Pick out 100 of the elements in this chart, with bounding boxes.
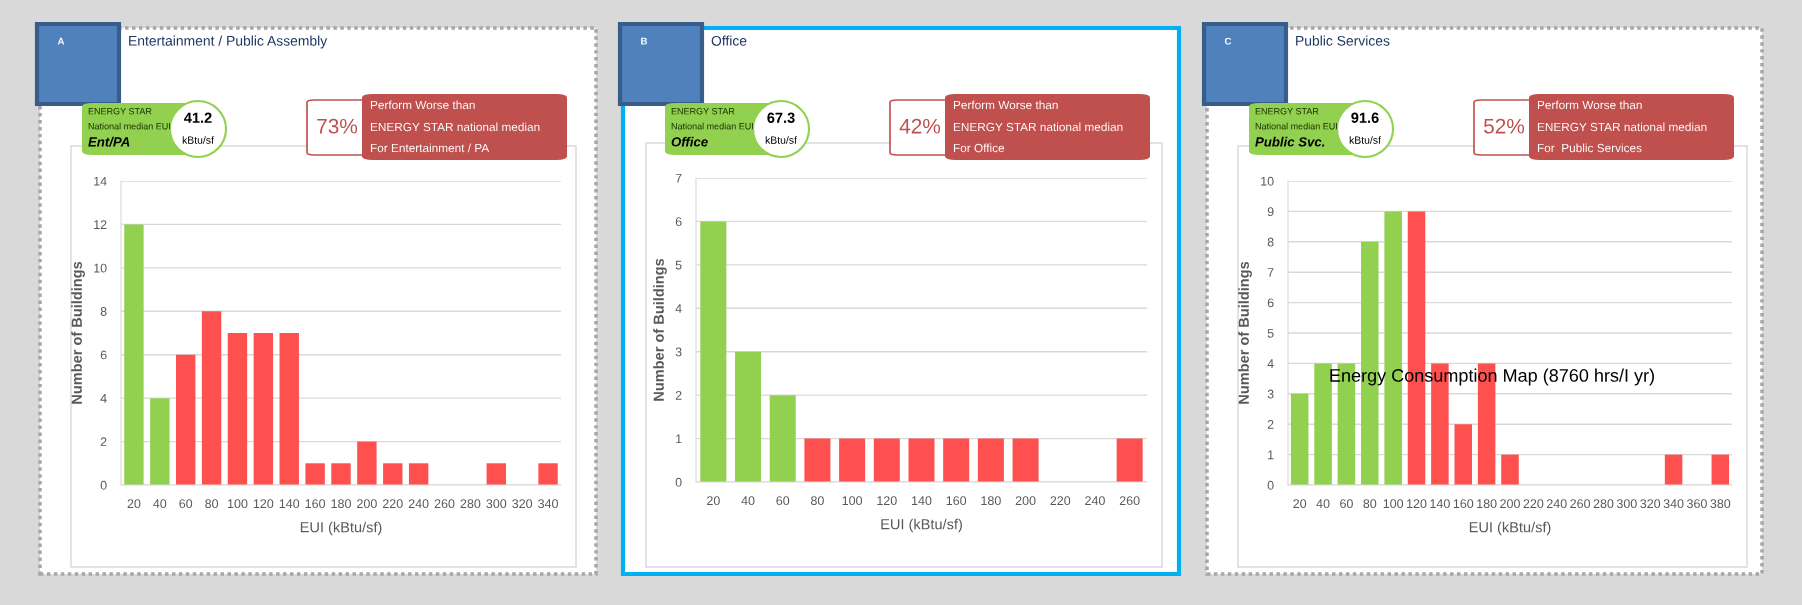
x-tick-label: 320	[512, 499, 533, 509]
x-tick-label: 80	[205, 499, 219, 509]
y-tick-label: 6	[100, 350, 107, 360]
y-tick-label: 10	[94, 263, 107, 273]
y-tick-label: 4	[1267, 359, 1274, 368]
x-tick-label: 40	[741, 496, 755, 506]
x-tick-label: 40	[1316, 499, 1330, 509]
y-axis-title: Number of Buildings	[71, 261, 85, 404]
x-tick-label: 20	[1293, 499, 1307, 509]
x-tick-label: 20	[707, 496, 720, 506]
x-tick-label: 20	[127, 499, 141, 509]
y-tick-label: 12	[94, 220, 107, 229]
y-tick-label: 6	[1267, 298, 1274, 308]
x-tick-label: 60	[776, 496, 790, 506]
x-tick-label: 60	[1340, 499, 1353, 509]
y-tick-label: 1	[1268, 450, 1274, 460]
y-tick-label: 2	[675, 390, 682, 400]
x-tick-label: 120	[253, 499, 274, 509]
y-tick-label: 5	[1267, 328, 1274, 338]
x-tick-label: 260	[1119, 496, 1140, 506]
text: 42%	[899, 118, 941, 134]
text: kBtu/sf	[765, 136, 797, 144]
y-tick-label: 2	[1267, 420, 1274, 429]
text: Public Svc.	[1255, 136, 1325, 147]
y-tick-label: 1	[676, 434, 682, 444]
x-tick-label: 160	[305, 499, 326, 509]
x-tick-label: 320	[1640, 499, 1661, 509]
y-tick-label: 4	[100, 394, 107, 403]
x-tick-label: 300	[1616, 499, 1637, 509]
x-tick-label: 300	[486, 499, 507, 509]
y-tick-label: 7	[1267, 268, 1274, 277]
y-tick-label: 6	[675, 217, 682, 227]
text: ENERGY STAR	[1255, 108, 1319, 115]
x-tick-label: 260	[1570, 499, 1591, 509]
y-axis-title: Number of Buildings	[653, 258, 667, 401]
x-tick-label: 140	[912, 496, 932, 506]
x-tick-label: 180	[331, 499, 351, 509]
x-tick-label: 140	[279, 499, 300, 509]
x-tick-label: 240	[1085, 496, 1105, 506]
y-tick-label: 0	[675, 477, 682, 487]
text: 91.6	[1351, 112, 1379, 123]
text: A	[57, 37, 65, 45]
x-tick-label: 200	[1500, 499, 1520, 509]
text: 41.2	[184, 112, 212, 123]
text: Perform Worse than	[953, 100, 1058, 110]
y-tick-label: 9	[1267, 207, 1274, 217]
text: Ent/PA	[88, 136, 130, 147]
x-tick-label: 100	[1383, 499, 1404, 509]
x-tick-label: 100	[228, 499, 248, 509]
x-tick-label: 220	[1050, 496, 1071, 506]
text: Perform Worse than	[370, 100, 475, 110]
x-tick-label: 60	[179, 499, 193, 509]
text: National median EUI	[671, 122, 753, 130]
text: ENERGY STAR national median	[953, 122, 1123, 132]
text: 73%	[317, 118, 358, 134]
x-tick-label: 360	[1687, 499, 1707, 509]
x-tick-label: 200	[357, 499, 377, 509]
text: ENERGY STAR	[88, 108, 152, 115]
x-tick-label: 260	[434, 499, 455, 509]
x-tick-label: 380	[1710, 499, 1731, 509]
text: National median EUI	[88, 122, 170, 130]
text: For Office	[953, 143, 1005, 153]
x-axis-title: EUI (kBtu/sf)	[1469, 521, 1551, 536]
y-tick-label: 0	[100, 480, 107, 490]
chart-title: Public Services	[1296, 35, 1390, 46]
x-tick-label: 40	[153, 499, 167, 509]
text: Perform Worse than	[1537, 100, 1642, 110]
y-tick-label: 4	[675, 304, 682, 313]
x-tick-label: 160	[1453, 499, 1474, 509]
y-tick-label: 7	[675, 173, 682, 183]
text: kBtu/sf	[1349, 136, 1381, 144]
text: ENERGY STAR national median	[370, 122, 540, 132]
x-tick-label: 160	[946, 496, 967, 506]
y-tick-label: 3	[1267, 389, 1274, 399]
x-tick-label: 80	[811, 496, 824, 506]
x-tick-label: 120	[877, 496, 897, 506]
chart-title: Entertainment / Public Assembly	[129, 35, 328, 49]
x-tick-label: 120	[1407, 499, 1427, 509]
y-axis-title: Number of Buildings	[1238, 261, 1252, 404]
x-tick-label: 140	[1430, 499, 1450, 509]
x-tick-label: 280	[460, 499, 481, 509]
text: National median EUI	[1255, 122, 1337, 130]
text: Office	[671, 136, 708, 147]
text: For Entertainment / PA	[370, 143, 490, 153]
x-tick-label: 220	[382, 499, 403, 509]
x-axis-title: EUI (kBtu/sf)	[881, 518, 962, 533]
x-tick-label: 180	[981, 496, 1001, 506]
y-tick-label: 5	[675, 260, 682, 270]
x-axis-title: EUI (kBtu/sf)	[300, 521, 382, 536]
text: C	[1224, 37, 1232, 45]
text: B	[641, 37, 648, 45]
x-tick-label: 220	[1523, 499, 1544, 509]
y-tick-label: 10	[1261, 176, 1274, 186]
x-tick-label: 340	[1663, 499, 1684, 509]
y-tick-label: 2	[100, 437, 107, 447]
text: 67.3	[767, 112, 795, 123]
y-tick-label: 0	[1267, 480, 1274, 490]
x-tick-label: 80	[1363, 499, 1377, 509]
x-tick-label: 240	[1546, 499, 1567, 509]
y-tick-label: 8	[1267, 237, 1274, 247]
